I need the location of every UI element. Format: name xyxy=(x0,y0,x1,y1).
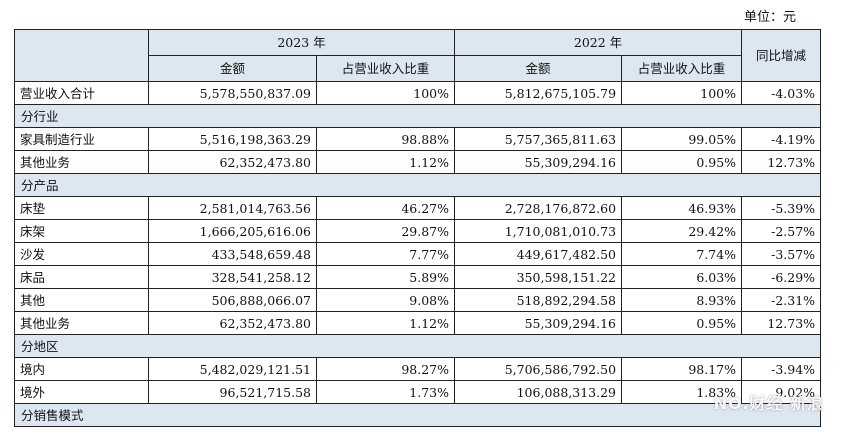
share-2023-cell: 5.89% xyxy=(315,265,456,289)
header-share-2023: 占营业收入比重 xyxy=(315,55,456,82)
table-row: 家具制造行业 5,516,198,363.29 98.88% 5,757,365,81… xyxy=(14,127,822,151)
row-label: 境外 xyxy=(14,380,149,404)
table-row: 床架 1,666,205,616.06 29.87% 1,710,081,010.73… xyxy=(14,219,822,243)
share-2023-cell: 98.88% xyxy=(315,127,456,151)
header-row-years: 2023 年 2022 年 同比增减 xyxy=(14,29,822,82)
amount-2022-cell: 55,309,294.16 xyxy=(454,150,623,174)
share-2022-cell: 29.42% xyxy=(621,219,743,243)
share-2022-cell: 0.95% xyxy=(621,311,743,335)
share-2022-cell: 6.03% xyxy=(621,265,743,289)
row-label: 家具制造行业 xyxy=(14,127,149,151)
yoy-cell: -4.19% xyxy=(741,127,822,151)
amount-2023-cell: 62,352,473.80 xyxy=(148,311,317,335)
row-label: 境内 xyxy=(14,357,149,381)
section-title: 分行业 xyxy=(13,104,822,128)
share-2022-cell: 8.93% xyxy=(621,288,743,312)
header-row-columns: 金额 占营业收入比重 金额 占营业收入比重 xyxy=(15,55,821,82)
header-yoy: 同比增减 xyxy=(741,29,822,82)
amount-2022-cell: 2,728,176,872.60 xyxy=(454,196,623,220)
share-2023-cell: 46.27% xyxy=(315,196,456,220)
amount-2022-cell: 518,892,294.58 xyxy=(454,288,623,312)
yoy-cell: 9.02% xyxy=(741,380,822,404)
share-2023-cell: 1.12% xyxy=(315,150,456,174)
amount-2022-cell: 5,812,675,105.79 xyxy=(454,81,623,105)
share-2022-cell: 7.74% xyxy=(621,242,743,266)
header-year-2023: 2023 年 xyxy=(147,29,456,56)
revenue-breakdown-table: 2023 年 2022 年 同比增减 金额 占营业收入比重 金额 占营业收入比重… xyxy=(13,29,822,427)
share-2023-cell: 1.73% xyxy=(315,380,456,404)
total-row: 营业收入合计 5,578,550,837.09 100% 5,812,675,1… xyxy=(14,81,822,105)
amount-2023-cell: 433,548,659.48 xyxy=(148,242,317,266)
header-year-2022: 2022 年 xyxy=(454,29,743,56)
amount-2023-cell: 5,482,029,121.51 xyxy=(148,357,317,381)
amount-2022-cell: 55,309,294.16 xyxy=(454,311,623,335)
table-row: 境外 96,521,715.58 1.73% 106,088,313.29 1.83% 9… xyxy=(14,380,822,404)
share-2022-cell: 99.05% xyxy=(621,127,743,151)
amount-2023-cell: 62,352,473.80 xyxy=(148,150,317,174)
row-label: 床垫 xyxy=(14,196,149,220)
amount-2023-cell: 5,578,550,837.09 xyxy=(148,81,317,105)
yoy-cell: 12.73% xyxy=(741,311,822,335)
share-2023-cell: 100% xyxy=(315,81,456,105)
amount-2023-cell: 328,541,258.12 xyxy=(148,265,317,289)
row-label: 其他业务 xyxy=(14,311,149,335)
section-title: 分产品 xyxy=(13,173,822,197)
share-2022-cell: 1.83% xyxy=(621,380,743,404)
header-amount-2022: 金额 xyxy=(454,55,623,82)
yoy-cell: -6.29% xyxy=(741,265,822,289)
watermark-logo: NO.财经 新浪 xyxy=(713,394,824,413)
table-row: 其他 506,888,066.07 9.08% 518,892,294.58 8.93%… xyxy=(14,288,822,312)
header-share-2022: 占营业收入比重 xyxy=(621,55,743,82)
section-row: 分销售模式 xyxy=(13,403,822,427)
yoy-cell: -2.31% xyxy=(741,288,822,312)
table-row: 沙发 433,548,659.48 7.77% 449,617,482.50 7.74%… xyxy=(14,242,822,266)
row-label: 床架 xyxy=(14,219,149,243)
section-row: 分产品 xyxy=(13,173,822,197)
share-2023-cell: 1.12% xyxy=(315,311,456,335)
amount-2023-cell: 1,666,205,616.06 xyxy=(148,219,317,243)
share-2022-cell: 98.17% xyxy=(621,357,743,381)
amount-2023-cell: 96,521,715.58 xyxy=(148,380,317,404)
share-2022-cell: 0.95% xyxy=(621,150,743,174)
amount-2023-cell: 5,516,198,363.29 xyxy=(148,127,317,151)
amount-2022-cell: 350,598,151.22 xyxy=(454,265,623,289)
header-amount-2023: 金额 xyxy=(148,55,317,82)
amount-2023-cell: 506,888,066.07 xyxy=(148,288,317,312)
table-row: 其他业务 62,352,473.80 1.12% 55,309,294.16 0.95%… xyxy=(14,150,822,174)
section-title: 分地区 xyxy=(13,334,822,358)
yoy-cell: -3.94% xyxy=(741,357,822,381)
share-2023-cell: 7.77% xyxy=(315,242,456,266)
share-2023-cell: 29.87% xyxy=(315,219,456,243)
section-row: 分行业 xyxy=(13,104,822,128)
amount-2022-cell: 449,617,482.50 xyxy=(454,242,623,266)
unit-label: 单位：元 xyxy=(743,10,796,25)
amount-2022-cell: 1,710,081,010.73 xyxy=(454,219,623,243)
table-row: 其他业务 62,352,473.80 1.12% 55,309,294.16 0.95%… xyxy=(14,311,822,335)
row-label: 沙发 xyxy=(14,242,149,266)
share-2023-cell: 9.08% xyxy=(315,288,456,312)
amount-2023-cell: 2,581,014,763.56 xyxy=(148,196,317,220)
header-blank-cell xyxy=(14,29,149,82)
yoy-cell: -2.57% xyxy=(741,219,822,243)
row-label: 其他 xyxy=(14,288,149,312)
amount-2022-cell: 106,088,313.29 xyxy=(454,380,623,404)
row-label: 床品 xyxy=(14,265,149,289)
amount-2022-cell: 5,757,365,811.63 xyxy=(454,127,623,151)
row-label: 营业收入合计 xyxy=(14,81,149,105)
section-row: 分地区 xyxy=(13,334,822,358)
amount-2022-cell: 5,706,586,792.50 xyxy=(454,357,623,381)
row-label: 其他业务 xyxy=(14,150,149,174)
table-row: 床垫 2,581,014,763.56 46.27% 2,728,176,872.60… xyxy=(14,196,822,220)
table-row: 境内 5,482,029,121.51 98.27% 5,706,586,792.50… xyxy=(14,357,822,381)
section-title: 分销售模式 xyxy=(13,403,822,427)
share-2022-cell: 100% xyxy=(621,81,743,105)
yoy-cell: -5.39% xyxy=(741,196,822,220)
share-2023-cell: 98.27% xyxy=(315,357,456,381)
yoy-cell: 12.73% xyxy=(741,150,822,174)
yoy-cell: -3.57% xyxy=(741,242,822,266)
share-2022-cell: 46.93% xyxy=(621,196,743,220)
table-body: 营业收入合计 5,578,550,837.09 100% 5,812,675,1… xyxy=(13,81,822,427)
table-row: 床品 328,541,258.12 5.89% 350,598,151.22 6.03%… xyxy=(14,265,822,289)
yoy-cell: -4.03% xyxy=(741,81,822,105)
